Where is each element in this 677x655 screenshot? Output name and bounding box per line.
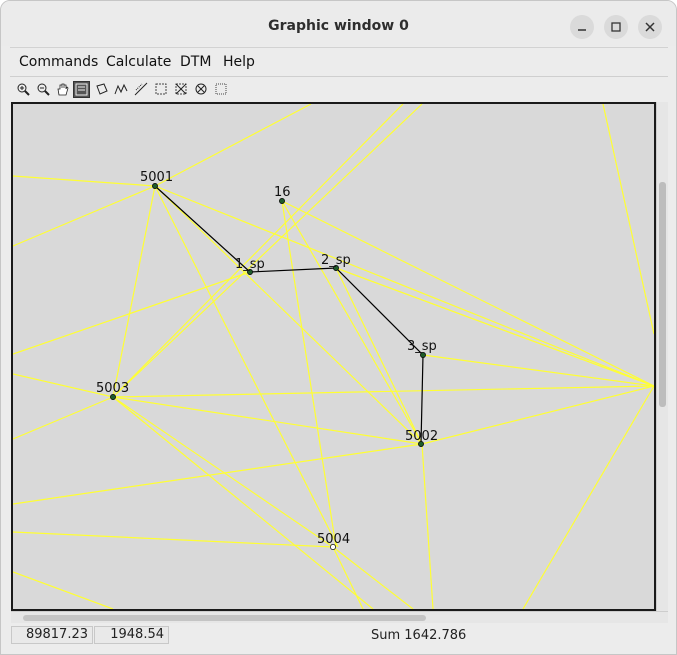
menu-dtm[interactable]: DTM — [180, 54, 212, 70]
minimize-button[interactable] — [570, 15, 594, 39]
survey-point-label: 5003 — [96, 381, 129, 396]
survey-point-marker[interactable] — [279, 198, 285, 204]
maximize-button[interactable] — [604, 15, 628, 39]
maximize-icon — [611, 22, 621, 32]
frame-icon — [215, 83, 227, 95]
menu-bar: Commands Calculate DTM Help — [10, 47, 668, 77]
survey-point-marker[interactable] — [418, 441, 424, 447]
survey-point-marker[interactable] — [152, 183, 158, 189]
status-y-coordinate: 1948.54 — [94, 626, 169, 644]
survey-point-label: 16 — [274, 185, 291, 200]
zoom-in-icon — [17, 83, 30, 96]
clear-selection-button[interactable] — [173, 81, 190, 98]
status-x-coordinate: 89817.23 — [11, 626, 93, 644]
window-title: Graphic window 0 — [268, 18, 409, 34]
status-bar: 89817.23 1948.54 Sum 1642.786 — [11, 624, 668, 646]
menu-help[interactable]: Help — [223, 54, 255, 70]
profile-icon — [114, 83, 128, 95]
horizontal-scrollbar[interactable] — [11, 611, 668, 623]
pan-hand-icon — [57, 83, 69, 96]
refresh-icon — [195, 83, 207, 95]
zoom-extent-icon — [75, 83, 88, 96]
select-area-button[interactable] — [153, 81, 170, 98]
zoom-in-button[interactable] — [15, 81, 32, 98]
survey-point-label: 2_sp — [321, 253, 351, 268]
line-tool-button[interactable] — [133, 81, 150, 98]
close-button[interactable] — [638, 15, 662, 39]
pan-button[interactable] — [54, 81, 71, 98]
survey-point-marker[interactable] — [110, 394, 116, 400]
minimize-icon — [578, 29, 586, 31]
map-canvas[interactable]: 5001 16 1_sp 2_sp 3_sp 5003 5002 5004 — [11, 102, 656, 611]
refresh-button[interactable] — [193, 81, 210, 98]
survey-point-label: 5002 — [405, 429, 438, 444]
select-area-icon — [155, 83, 167, 95]
title-bar[interactable]: Graphic window 0 — [1, 1, 676, 46]
toolbar — [10, 78, 668, 100]
frame-button[interactable] — [213, 81, 230, 98]
survey-point-label: 1_sp — [235, 257, 265, 272]
zoom-out-icon — [37, 83, 50, 96]
survey-point-marker[interactable] — [333, 265, 339, 271]
survey-point-label: 5004 — [317, 532, 350, 547]
survey-point-label: 3_sp — [407, 339, 437, 354]
survey-point-marker[interactable] — [247, 269, 253, 275]
network-drawing: 5001 16 1_sp 2_sp 3_sp 5003 5002 5004 — [13, 104, 654, 609]
zoom-out-button[interactable] — [35, 81, 52, 98]
rotate-view-button[interactable] — [93, 81, 110, 98]
horizontal-scroll-thumb[interactable] — [23, 615, 426, 621]
status-sum: Sum 1642.786 — [371, 628, 467, 643]
vertical-scroll-thumb[interactable] — [659, 182, 666, 407]
line-tool-icon — [134, 82, 148, 96]
triangulation-lines — [13, 104, 654, 609]
survey-point-marker[interactable] — [420, 352, 426, 358]
profile-button[interactable] — [113, 81, 130, 98]
rotate-view-icon — [96, 83, 108, 95]
survey-point-marker[interactable] — [330, 544, 336, 550]
clear-selection-icon — [175, 83, 187, 95]
menu-calculate[interactable]: Calculate — [106, 54, 172, 70]
zoom-extent-button[interactable] — [73, 81, 90, 98]
menu-commands[interactable]: Commands — [19, 54, 99, 70]
survey-points: 5001 16 1_sp 2_sp 3_sp 5003 5002 5004 — [96, 170, 438, 550]
close-icon — [645, 22, 655, 32]
survey-point-label: 5001 — [140, 170, 173, 185]
vertical-scrollbar[interactable] — [656, 102, 668, 611]
